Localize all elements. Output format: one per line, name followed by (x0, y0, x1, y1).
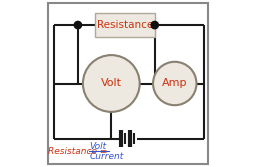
Text: Volt: Volt (90, 142, 107, 151)
Circle shape (153, 62, 196, 105)
Circle shape (74, 21, 82, 29)
Text: Resistance: Resistance (97, 20, 153, 30)
Text: Amp: Amp (162, 78, 187, 89)
Circle shape (151, 21, 158, 29)
Circle shape (83, 55, 140, 112)
Text: Volt: Volt (101, 78, 122, 89)
Text: Resistance =: Resistance = (48, 147, 110, 156)
FancyBboxPatch shape (95, 13, 155, 37)
Text: Current: Current (90, 152, 124, 161)
